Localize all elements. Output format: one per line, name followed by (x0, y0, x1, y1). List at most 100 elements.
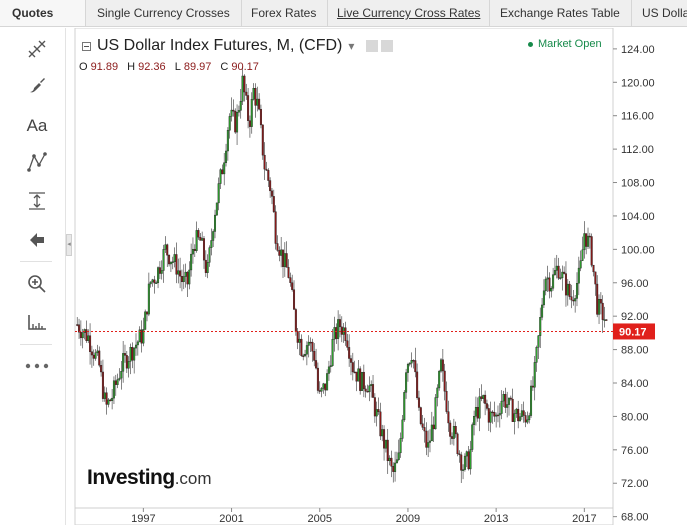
candle-body (443, 370, 446, 392)
crosshair-icon[interactable] (22, 36, 52, 62)
candle-body (361, 371, 364, 391)
candle-body (204, 259, 207, 273)
tab-forex-rates[interactable]: Forex Rates (241, 0, 316, 26)
candle-body (105, 392, 108, 405)
candle-body (355, 371, 358, 382)
candle-body (142, 329, 145, 344)
candle-body (149, 281, 152, 285)
logo-main: Investing (87, 466, 175, 489)
tab-live-currency-cross-rates[interactable]: Live Currency Cross Rates (327, 0, 480, 26)
chevron-down-icon[interactable]: ▾ (348, 39, 355, 53)
candle-body (96, 350, 99, 354)
candle-body (541, 304, 544, 318)
candle-body (495, 414, 498, 417)
candle-body (243, 75, 246, 93)
ohlc-readout: O 91.89 H 92.36 L 89.97 C 90.17 (79, 61, 265, 73)
toolbar-divider (20, 261, 52, 262)
candle-body (370, 384, 373, 386)
candle-body (368, 385, 371, 393)
candle-body (408, 362, 411, 365)
chart-grid (74, 28, 614, 525)
candle-body (335, 327, 338, 339)
candle-body (592, 264, 595, 273)
candle-body (599, 299, 602, 304)
candle-body (504, 394, 507, 408)
back-arrow-icon[interactable] (22, 227, 52, 253)
tab-quotes-label: Quotes (12, 6, 54, 20)
candle-body (476, 407, 479, 419)
candle-body (136, 341, 139, 346)
candle-body (564, 273, 567, 296)
tab-quotes[interactable]: Quotes (0, 0, 86, 26)
candle-body (112, 380, 115, 399)
candle-body (103, 392, 106, 399)
tab-single-currency-crosses[interactable]: Single Currency Crosses (97, 0, 230, 26)
candle-body (509, 397, 512, 400)
measure-icon[interactable] (22, 188, 52, 214)
candle-body (478, 396, 481, 419)
candle-body (278, 250, 281, 256)
candle-body (484, 394, 487, 404)
candle-body (493, 412, 496, 417)
candle-body (373, 397, 376, 417)
tab-us-dollar[interactable]: US Dolla (631, 0, 687, 26)
candle-body (577, 267, 580, 284)
candle-body (169, 261, 172, 265)
toolbar-divider (20, 344, 52, 345)
candle-body (281, 249, 284, 267)
zoom-in-icon[interactable] (22, 271, 52, 297)
price-tick-label: 88.00 (621, 345, 649, 357)
candle-body (298, 338, 301, 343)
price-tick-label: 72.00 (621, 478, 649, 490)
candle-body (329, 365, 332, 368)
text-tool-icon[interactable]: Aa (22, 113, 52, 139)
candle-body (548, 277, 551, 292)
candle-body (462, 469, 465, 471)
price-tick-label: 100.00 (621, 244, 655, 256)
candle-body (157, 267, 160, 283)
candle-body (90, 351, 93, 356)
toolbar-collapse-handle[interactable]: ◂ (66, 234, 72, 256)
ruler-icon[interactable] (22, 309, 52, 335)
candle-body (585, 233, 588, 247)
candle-body (465, 451, 468, 457)
price-chart[interactable]: 68.00 72.00 76.00 80.00 84.00 88.00 92.00 96.00… (73, 28, 687, 525)
candle-body (406, 364, 409, 373)
candle-body (474, 407, 477, 417)
settings-icon[interactable] (366, 40, 379, 52)
candle-body (445, 391, 448, 412)
tab-exchange-rates-table[interactable]: Exchange Rates Table (489, 0, 620, 26)
brush-icon[interactable] (22, 72, 52, 98)
pattern-icon[interactable] (22, 149, 52, 175)
candle-body (559, 277, 562, 280)
candle-body (485, 403, 488, 409)
candle-body (383, 429, 386, 449)
candle-body (421, 423, 424, 428)
collapse-legend-icon[interactable] (82, 41, 91, 51)
candle-body (469, 449, 472, 470)
candle-body (471, 424, 474, 450)
candle-body (598, 299, 601, 315)
candle-body (460, 454, 463, 471)
candle-body (153, 279, 156, 284)
candle-body (107, 399, 110, 405)
candle-body (232, 109, 235, 112)
more-icon[interactable] (22, 353, 52, 379)
candle-body (417, 397, 420, 408)
candle-body (291, 282, 294, 290)
candle-body (537, 335, 540, 348)
candle-body (349, 358, 352, 363)
candle-body (206, 262, 209, 273)
candle-body (151, 279, 154, 283)
candle-body (313, 351, 316, 361)
candle-body (603, 319, 606, 321)
candle-body (377, 409, 380, 413)
candle-body (333, 327, 336, 340)
candle-body (79, 331, 82, 339)
candle-body (456, 433, 459, 455)
close-icon[interactable] (381, 40, 394, 52)
candle-body (440, 359, 443, 372)
candle-body (208, 247, 211, 263)
candle-body (289, 277, 292, 283)
candle-body (601, 302, 604, 320)
